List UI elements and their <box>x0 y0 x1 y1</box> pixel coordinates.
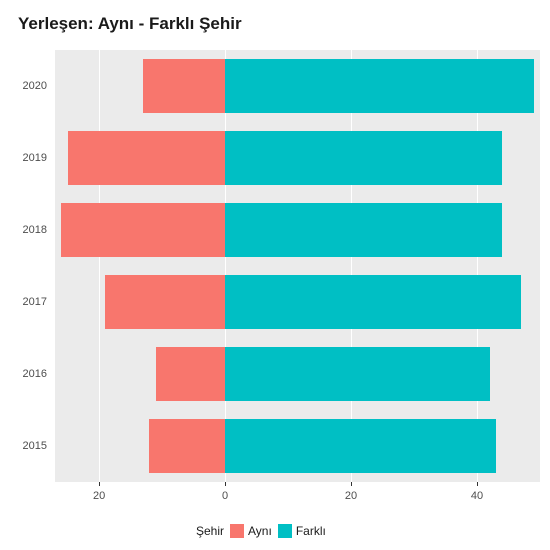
y-axis-label: 2020 <box>0 80 47 92</box>
legend-swatch <box>230 524 244 538</box>
x-tick <box>477 482 478 486</box>
y-axis-label: 2016 <box>0 368 47 380</box>
gridline <box>99 50 100 482</box>
y-axis-label: 2018 <box>0 224 47 236</box>
legend-item: Farklı <box>278 524 326 538</box>
plot-panel <box>55 50 540 482</box>
bar-aynı <box>156 347 225 401</box>
x-axis-label: 20 <box>345 490 357 502</box>
bar-farklı <box>225 203 502 257</box>
bar-aynı <box>149 419 225 473</box>
x-tick <box>351 482 352 486</box>
bar-aynı <box>61 203 225 257</box>
x-tick <box>225 482 226 486</box>
legend-label: Aynı <box>248 524 272 538</box>
legend-item: Aynı <box>230 524 272 538</box>
x-axis-label: 0 <box>222 490 228 502</box>
gridline <box>477 50 478 482</box>
bar-aynı <box>68 131 225 185</box>
legend-label: Farklı <box>296 524 326 538</box>
bar-farklı <box>225 275 521 329</box>
bar-aynı <box>105 275 225 329</box>
bar-farklı <box>225 347 490 401</box>
legend: Şehir Aynı Farklı <box>196 524 326 538</box>
x-axis-label: 40 <box>471 490 483 502</box>
bar-farklı <box>225 419 496 473</box>
y-axis-label: 2017 <box>0 296 47 308</box>
bar-farklı <box>225 59 534 113</box>
legend-swatch <box>278 524 292 538</box>
legend-title: Şehir <box>196 524 224 538</box>
x-axis-label: 20 <box>93 490 105 502</box>
y-axis-label: 2015 <box>0 440 47 452</box>
y-axis-label: 2019 <box>0 152 47 164</box>
x-tick <box>99 482 100 486</box>
chart-title: Yerleşen: Aynı - Farklı Şehir <box>18 14 242 34</box>
bar-aynı <box>143 59 225 113</box>
gridline <box>351 50 352 482</box>
gridline <box>225 50 226 482</box>
bar-farklı <box>225 131 502 185</box>
diverging-bar-chart: Yerleşen: Aynı - Farklı Şehir 2020201920… <box>0 0 550 550</box>
